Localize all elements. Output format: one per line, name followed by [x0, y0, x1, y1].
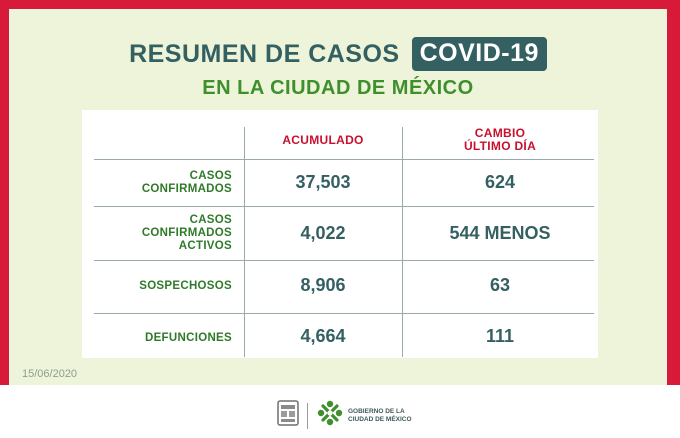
- government-logo: GOBIERNO DE LA CIUDAD DE MÉXICO: [277, 399, 412, 432]
- column-header-accumulated: ACUMULADO: [282, 133, 364, 147]
- accumulated-suspected: 8,906: [300, 275, 346, 295]
- column-divider: [402, 127, 403, 357]
- row-label-confirmed: CASOS CONFIRMADOS: [82, 170, 232, 196]
- row-label-line: CONFIRMADOS: [141, 183, 232, 195]
- coat-of-arms-icon: [277, 400, 299, 431]
- column-header-change-line1: CAMBIO: [474, 126, 526, 140]
- page-title: RESUMEN DE CASOS: [129, 39, 400, 68]
- accumulated-deaths: 4,664: [300, 326, 346, 346]
- gov-text-line1: GOBIERNO DE LA: [348, 407, 405, 415]
- report-date: 15/06/2020: [22, 368, 78, 380]
- change-confirmed: 624: [484, 172, 516, 192]
- cases-table: ACUMULADO CAMBIO ÚLTIMO DÍA CASOS CONFIR…: [82, 110, 598, 358]
- row-divider: [94, 260, 594, 261]
- row-label-line: CASOS: [189, 170, 232, 182]
- column-divider: [244, 127, 245, 357]
- row-label-active: CASOS CONFIRMADOS ACTIVOS: [82, 214, 232, 253]
- row-divider: [94, 159, 594, 160]
- title-row: RESUMEN DE CASOS COVID-19: [9, 35, 667, 73]
- row-label-line: ACTIVOS: [178, 240, 232, 252]
- row-divider: [94, 206, 594, 207]
- column-header-change: CAMBIO ÚLTIMO DÍA: [402, 127, 598, 153]
- change-suspected: 63: [489, 275, 511, 295]
- gov-text: GOBIERNO DE LA CIUDAD DE MÉXICO: [348, 408, 412, 424]
- summary-panel: RESUMEN DE CASOS COVID-19 EN LA CIUDAD D…: [9, 9, 667, 385]
- row-label-line: SOSPECHOSOS: [139, 280, 232, 292]
- row-label-deaths: DEFUNCIONES: [82, 332, 232, 345]
- page-subtitle: EN LA CIUDAD DE MÉXICO: [202, 77, 474, 99]
- accumulated-confirmed: 37,503: [295, 172, 351, 192]
- row-label-line: DEFUNCIONES: [144, 332, 232, 344]
- row-label-line: CONFIRMADOS: [141, 227, 232, 239]
- row-divider: [94, 313, 594, 314]
- change-active: 544 MENOS: [449, 223, 551, 243]
- logo-divider: [307, 402, 308, 429]
- column-header-change-line2: ÚLTIMO DÍA: [463, 139, 537, 153]
- footer: GOBIERNO DE LA CIUDAD DE MÉXICO: [0, 385, 680, 438]
- row-label-suspected: SOSPECHOSOS: [82, 280, 232, 293]
- cdmx-logo-icon: [316, 399, 344, 432]
- change-deaths: 111: [485, 326, 515, 346]
- gov-text-line2: CIUDAD DE MÉXICO: [348, 415, 412, 423]
- accumulated-active: 4,022: [300, 223, 346, 243]
- covid-badge: COVID-19: [411, 37, 547, 71]
- row-label-line: CASOS: [189, 214, 232, 226]
